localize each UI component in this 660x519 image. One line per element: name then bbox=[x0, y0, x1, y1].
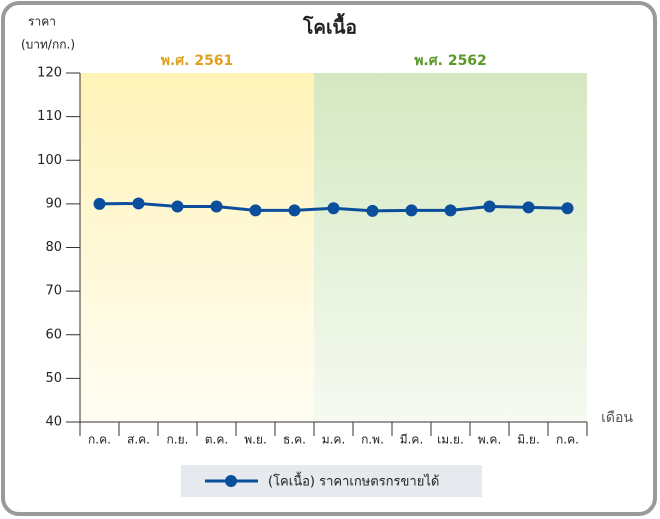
y-tick-label: 110 bbox=[37, 109, 62, 124]
point bbox=[288, 204, 301, 217]
x-tick-label: เม.ย. bbox=[437, 433, 464, 447]
point bbox=[249, 204, 262, 217]
y-tick-label: 120 bbox=[37, 66, 62, 81]
y-tick-label: 40 bbox=[45, 415, 62, 430]
point bbox=[405, 204, 418, 217]
legend-label: (โคเนื้อ) ราคาเกษตรกรขายได้ bbox=[268, 472, 439, 490]
y-tick-label: 90 bbox=[45, 196, 62, 211]
point bbox=[444, 204, 457, 217]
y-tick-label: 80 bbox=[45, 240, 62, 255]
year-label: พ.ศ. 2562 bbox=[414, 53, 487, 69]
y-tick-label: 100 bbox=[37, 153, 62, 168]
point bbox=[171, 200, 184, 213]
x-tick-label: มี.ค. bbox=[400, 433, 424, 447]
year-label: พ.ศ. 2561 bbox=[161, 53, 234, 69]
x-tick-label: พ.ค. bbox=[478, 433, 502, 447]
y-tick-label: 60 bbox=[45, 327, 62, 342]
x-tick-label: ธ.ค. bbox=[283, 433, 306, 447]
x-tick-label: ก.ค. bbox=[88, 433, 111, 447]
x-tick-label: พ.ย. bbox=[244, 433, 267, 447]
x-tick-label: ม.ค. bbox=[322, 433, 346, 447]
point bbox=[93, 197, 106, 210]
x-tick-label: มิ.ย. bbox=[517, 433, 540, 447]
point bbox=[522, 201, 535, 214]
y-tick-label: 50 bbox=[45, 371, 62, 386]
legend-marker bbox=[225, 475, 237, 487]
chart-title: โคเนื้อ bbox=[302, 13, 357, 39]
point bbox=[327, 202, 340, 215]
point bbox=[561, 202, 574, 215]
x-tick-label: ต.ค. bbox=[205, 433, 228, 447]
x-tick-label: ก.พ. bbox=[361, 433, 384, 447]
point bbox=[210, 200, 223, 213]
year-band bbox=[314, 73, 587, 422]
point bbox=[366, 204, 379, 217]
x-tick-label: ส.ค. bbox=[127, 433, 150, 447]
point bbox=[483, 200, 496, 213]
year-band bbox=[80, 73, 314, 422]
x-axis-label: เดือน bbox=[601, 410, 633, 426]
y-axis-label: ราคา bbox=[28, 15, 56, 29]
y-tick-label: 70 bbox=[45, 284, 62, 299]
x-tick-label: ก.ย. bbox=[167, 433, 189, 447]
y-axis-label: (บาท/กก.) bbox=[21, 38, 75, 52]
x-tick-label: ก.ค. bbox=[556, 433, 579, 447]
point bbox=[132, 197, 145, 210]
